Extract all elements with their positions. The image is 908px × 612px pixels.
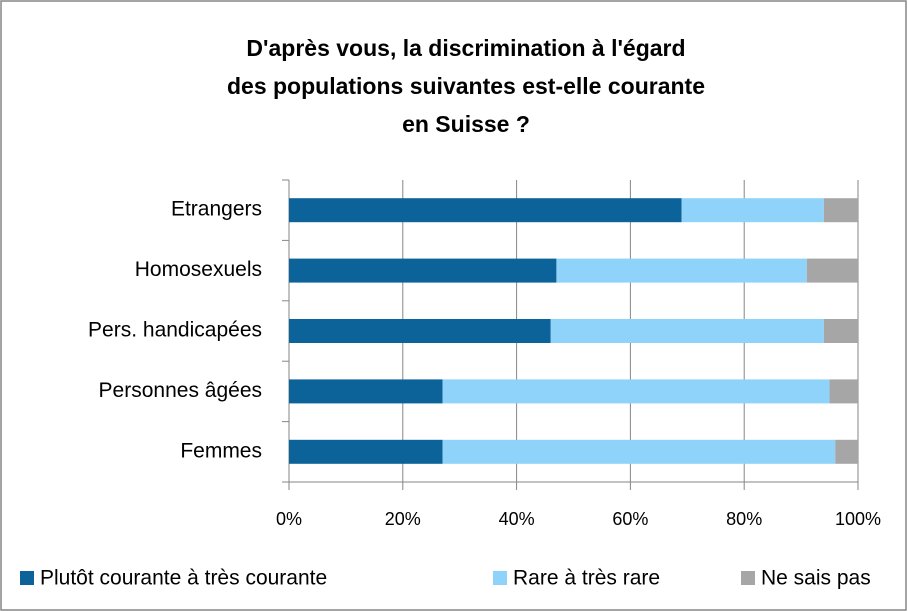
x-tick-label: 100% xyxy=(835,509,881,529)
bar-segment xyxy=(823,319,858,343)
legend-swatch xyxy=(493,571,507,585)
legend-label: Plutôt courante à très courante xyxy=(40,567,327,590)
y-tick-label: Homosexuels xyxy=(135,258,262,281)
bar-segment xyxy=(289,439,443,464)
x-tick-label: 20% xyxy=(385,509,421,529)
legend-swatch xyxy=(20,571,34,585)
bar-segment xyxy=(823,198,858,223)
legend-label: Rare à très rare xyxy=(513,567,660,590)
bar-segment xyxy=(289,319,551,343)
legend-label: Ne sais pas xyxy=(761,567,871,590)
x-tick-label: 0% xyxy=(276,509,302,529)
chart-title: en Suisse ? xyxy=(402,111,530,137)
chart-title: des populations suivantes est-elle coura… xyxy=(227,73,705,99)
bar-segment xyxy=(829,379,858,404)
y-tick-label: Etrangers xyxy=(171,198,262,221)
bar-segment xyxy=(550,319,824,343)
bar-segment xyxy=(681,198,824,223)
chart-title: D'après vous, la discrimination à l'égar… xyxy=(246,35,685,61)
y-tick-label: Pers. handicapées xyxy=(88,319,262,342)
y-tick-label: Personnes âgées xyxy=(99,379,262,402)
bar-segment xyxy=(806,258,858,283)
y-tick-label: Femmes xyxy=(180,439,262,462)
x-tick-label: 80% xyxy=(726,509,762,529)
bar-segment xyxy=(289,379,443,404)
bar-segment xyxy=(289,198,682,223)
bar-segment xyxy=(442,379,830,404)
x-tick-label: 40% xyxy=(499,509,535,529)
bar-segment xyxy=(556,258,807,283)
bar-segment xyxy=(835,439,858,464)
legend-swatch xyxy=(741,571,755,585)
x-tick-label: 60% xyxy=(612,509,648,529)
bar-segment xyxy=(442,439,836,464)
bar-segment xyxy=(289,258,557,283)
